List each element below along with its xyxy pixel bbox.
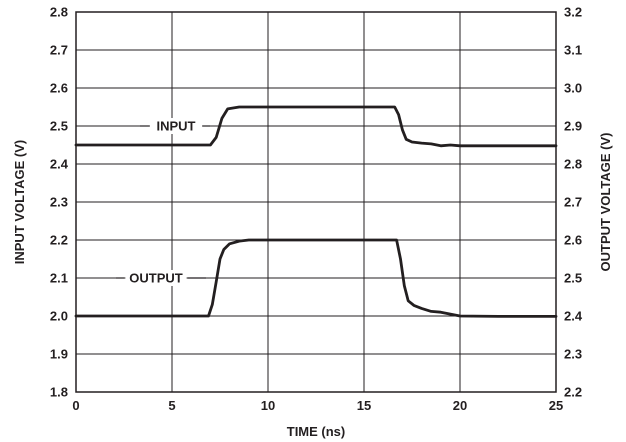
y-axis-label-left: INPUT VOLTAGE (V): [12, 140, 27, 264]
y-tick-label-right: 2.5: [564, 271, 582, 286]
y-tick-label-right: 3.0: [564, 81, 582, 96]
y-tick-label-right: 3.2: [564, 5, 582, 20]
grid: [76, 12, 556, 392]
y-tick-label-left: 2.6: [50, 81, 68, 96]
annotation-output-label: OUTPUT: [129, 271, 183, 286]
series-lines: [74, 105, 558, 318]
y-tick-label-right: 2.6: [564, 233, 582, 248]
y-tick-label-left: 1.9: [50, 347, 68, 362]
y-tick-label-left: 1.8: [50, 385, 68, 400]
x-tick-label: 20: [453, 398, 467, 413]
y-tick-label-right: 2.7: [564, 195, 582, 210]
y-tick-label-left: 2.2: [50, 233, 68, 248]
y-tick-label-right: 2.2: [564, 385, 582, 400]
annotation-background: [125, 270, 187, 286]
y-tick-label-left: 2.3: [50, 195, 68, 210]
x-tick-label: 10: [261, 398, 275, 413]
y-tick-label-left: 2.8: [50, 5, 68, 20]
series-line-input: [74, 105, 558, 148]
y-tick-label-right: 3.1: [564, 43, 582, 58]
y-tick-label-left: 2.5: [50, 119, 68, 134]
tick-labels: 1.8 1.9 2.0 2.1 2.2 2.3 2.4 2.5 2.6 2.7 2.8 2.2 2.3 2…: [50, 5, 583, 414]
x-axis-label: TIME (ns): [287, 424, 346, 439]
y-tick-label-left: 2.0: [50, 309, 68, 324]
y-tick-label-left: 2.7: [50, 43, 68, 58]
plot-frame: [75, 11, 557, 393]
annotation-background: [150, 118, 202, 134]
x-tick-label: 5: [168, 398, 175, 413]
x-tick-label: 0: [72, 398, 79, 413]
x-tick-label: 15: [357, 398, 371, 413]
annotation-input-label: INPUT: [157, 119, 196, 134]
y-tick-label-left: 2.1: [50, 271, 68, 286]
y-tick-label-right: 2.4: [564, 309, 583, 324]
x-tick-label: 25: [549, 398, 563, 413]
y-tick-label-right: 2.3: [564, 347, 582, 362]
y-tick-label-right: 2.9: [564, 119, 582, 134]
y-tick-label-left: 2.4: [50, 157, 69, 172]
series-line-output: [74, 238, 558, 318]
annotations: INPUT OUTPUT: [116, 118, 210, 286]
y-axis-label-right: OUTPUT VOLTAGE (V): [598, 133, 613, 272]
y-tick-label-right: 2.8: [564, 157, 582, 172]
